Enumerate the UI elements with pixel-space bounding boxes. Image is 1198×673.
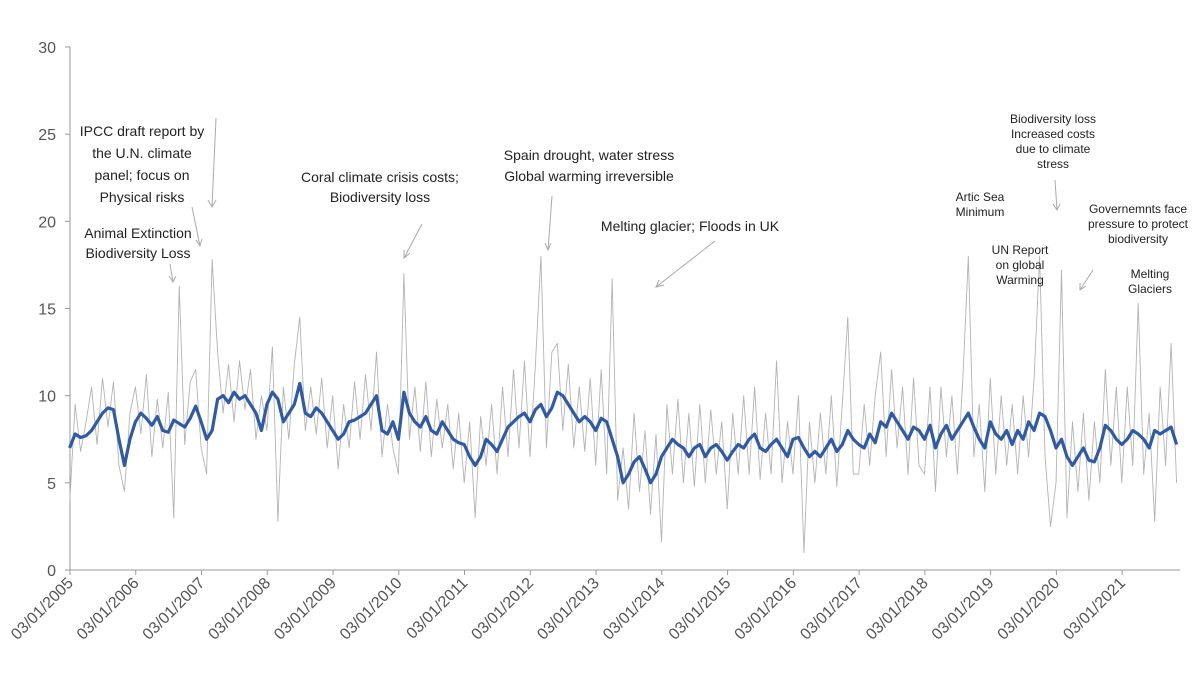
annotation: Animal Extinction [84, 225, 191, 241]
annotation: Coral climate crisis costs; [301, 169, 459, 185]
x-tick-label: 03/01/2018 [863, 575, 932, 644]
x-tick-label: 03/01/2020 [995, 575, 1064, 644]
line-series [69, 255, 1178, 554]
annotation: Warming [996, 273, 1044, 287]
arrow [544, 195, 553, 252]
annotation: on global [996, 258, 1045, 272]
line-series [68, 381, 1179, 485]
arrow [1052, 179, 1061, 211]
x-tick-label: 03/01/2008 [205, 575, 274, 644]
annotation: Spain drought, water stress [504, 147, 674, 163]
y-tick-label: 10 [38, 389, 56, 406]
annotation: UN Report [992, 243, 1049, 257]
annotation: Physical risks [100, 189, 185, 205]
x-tick-label: 03/01/2021 [1060, 575, 1129, 644]
y-tick-label: 15 [38, 302, 56, 319]
arrow [207, 117, 217, 209]
y-tick-label: 0 [47, 563, 56, 580]
x-tick-label: 03/01/2006 [74, 575, 143, 644]
arrow [655, 240, 716, 288]
x-tick-label: 03/01/2019 [929, 575, 998, 644]
annotation: panel; focus on [95, 167, 190, 183]
x-tick-label: 03/01/2013 [534, 575, 603, 644]
annotation: pressure to protect [1088, 217, 1189, 231]
arrow [1079, 269, 1094, 291]
x-tick-label: 03/01/2011 [404, 575, 472, 643]
annotation: Biodiversity loss [330, 189, 430, 205]
annotation: IPCC draft report by [80, 123, 205, 139]
annotation: Melting [1131, 267, 1170, 281]
annotation: stress [1037, 157, 1069, 171]
annotation: Melting glacier; Floods in UK [601, 218, 780, 234]
annotation: Increased costs [1011, 127, 1095, 141]
x-tick-label: 03/01/2005 [8, 575, 77, 644]
annotation: Biodiversity loss [1010, 112, 1096, 126]
y-tick-label: 5 [47, 476, 56, 493]
annotation: due to climate [1016, 142, 1091, 156]
x-tick-label: 03/01/2007 [140, 575, 209, 644]
y-tick-label: 25 [38, 127, 56, 144]
x-tick-label: 03/01/2014 [600, 575, 669, 644]
annotation: Glaciers [1128, 282, 1172, 296]
y-tick-label: 20 [38, 214, 56, 231]
annotation: Biodiversity Loss [85, 245, 190, 261]
annotation-arrows [168, 117, 1094, 291]
annotation: the U.N. climate [92, 145, 192, 161]
x-tick-label: 03/01/2009 [271, 575, 340, 644]
arrow [403, 223, 423, 260]
x-tick-label: 03/01/2010 [337, 575, 406, 644]
x-tick-label: 03/01/2015 [666, 575, 735, 644]
annotation: Global warming irreversible [504, 168, 674, 184]
x-tick-label: 03/01/2017 [797, 575, 866, 644]
annotation: Governemnts face [1089, 202, 1187, 216]
annotation: biodiversity [1108, 232, 1168, 246]
arrow [191, 206, 203, 248]
annotation: Artic Sea [956, 190, 1005, 204]
arrow [168, 263, 177, 283]
x-tick-label: 03/01/2012 [468, 575, 537, 644]
annotation: Minimum [956, 205, 1005, 219]
x-tick-label: 03/01/2016 [732, 575, 801, 644]
y-tick-label: 30 [38, 40, 56, 57]
